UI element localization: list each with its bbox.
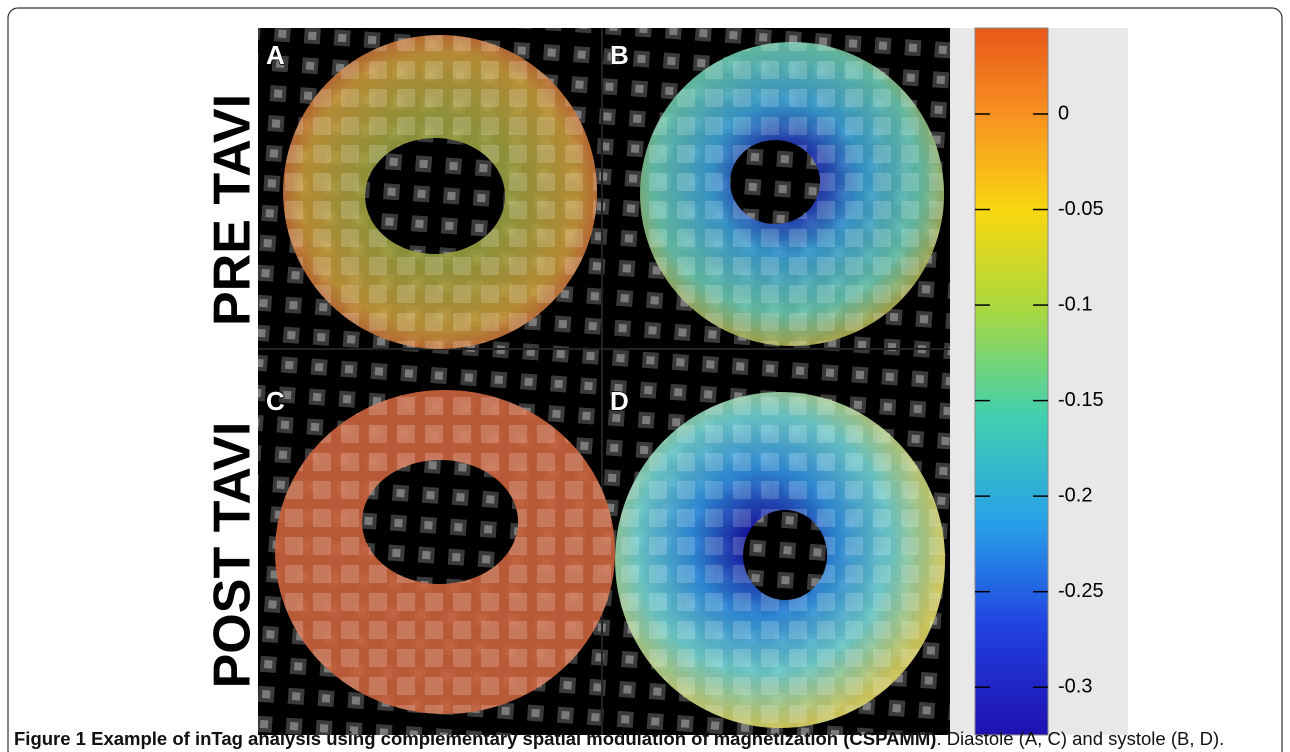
colorbar-tick-label: -0.3 xyxy=(1058,676,1092,698)
colorbar xyxy=(975,28,1048,735)
caption-title: Example of inTag analysis using compleme… xyxy=(91,728,936,749)
colorbar-tick-label: -0.15 xyxy=(1058,389,1104,411)
colorbar-tick-label: -0.1 xyxy=(1058,293,1092,315)
caption-label: Figure 1 xyxy=(14,728,86,749)
row-label: POST TAVI xyxy=(204,422,262,689)
panel-label: D xyxy=(610,386,629,416)
row-label: PRE TAVI xyxy=(204,94,262,326)
caption: Figure 1 Example of inTag analysis using… xyxy=(14,728,1224,750)
colorbar-tick-label: -0.05 xyxy=(1058,198,1104,220)
colorbar-tick-label: -0.2 xyxy=(1058,484,1092,506)
colorbar-tick-label: -0.25 xyxy=(1058,580,1104,602)
page: A B C D PRE TAVI POST TAVI 0 -0.05 -0.1 -0.… xyxy=(0,0,1290,752)
caption-text: . Diastole (A, C) and systole (B, D). xyxy=(936,728,1224,749)
panel-label: A xyxy=(266,40,285,70)
panel-label: C xyxy=(266,386,285,416)
panel-label: B xyxy=(610,40,629,70)
colorbar-tick-label: 0 xyxy=(1058,102,1069,124)
figure: A B C D PRE TAVI POST TAVI 0 -0.05 -0.1 -0.… xyxy=(0,0,1290,752)
